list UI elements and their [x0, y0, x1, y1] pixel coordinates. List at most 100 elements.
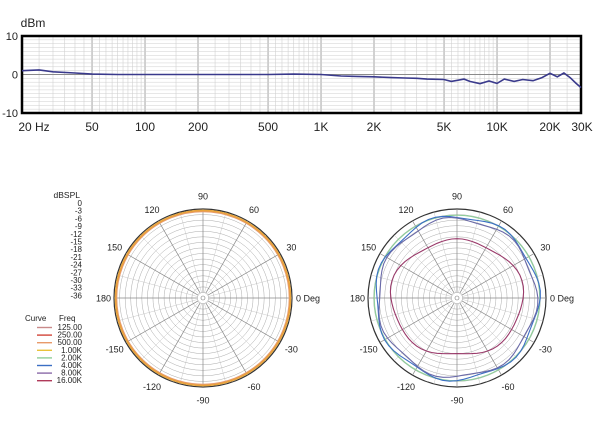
legend-label: 16.00K	[57, 376, 83, 385]
y-tick-label: -10	[2, 108, 18, 120]
r-tick-label: -24	[70, 261, 82, 270]
polar-spoke	[462, 274, 544, 297]
polar-series	[375, 215, 541, 382]
polar-spoke	[205, 302, 248, 376]
polar-spoke	[459, 302, 502, 376]
series-line	[21, 69, 582, 89]
polar-spoke	[116, 299, 198, 322]
polar-spoke	[116, 274, 198, 297]
r-tick-label: 0	[78, 199, 83, 208]
polar-series	[389, 238, 525, 355]
r-tick-label: -6	[75, 214, 83, 223]
x-tick-label: 5K	[437, 120, 452, 134]
angle-label: 150	[361, 243, 376, 253]
r-tick-label: -9	[75, 222, 83, 231]
r-axis-label: dBSPL	[54, 190, 81, 200]
r-tick-label: -36	[70, 291, 82, 300]
polar-center	[200, 295, 206, 301]
r-tick-label: -3	[75, 207, 83, 216]
polar-spoke	[204, 211, 227, 293]
polar-spoke	[158, 302, 201, 376]
x-tick-label: 20 Hz	[18, 120, 49, 134]
legend-header: Freq	[59, 314, 75, 323]
r-tick-label: -12	[70, 230, 82, 239]
polar-spoke	[204, 303, 227, 385]
plot-frame	[20, 34, 583, 115]
legend-label: 125.00	[58, 323, 83, 332]
polar-spoke	[125, 253, 199, 296]
angle-label: 150	[107, 243, 122, 253]
polar-spoke	[460, 301, 521, 362]
polar-spoke	[412, 220, 455, 294]
angle-label: 120	[398, 205, 413, 215]
polar-spoke	[139, 234, 200, 295]
polar-spoke	[461, 253, 535, 296]
polar-spoke	[206, 234, 267, 295]
polar-center	[454, 295, 460, 301]
polar-spoke	[158, 220, 201, 294]
angle-label: -60	[501, 382, 514, 392]
angle-label: -150	[106, 345, 124, 355]
y-tick-label: 10	[6, 31, 18, 43]
angle-label: 90	[452, 192, 462, 202]
legend-label: 250.00	[58, 331, 83, 340]
polar-spoke	[459, 220, 502, 294]
angle-label: -30	[285, 345, 298, 355]
legend-label: 1.00K	[61, 346, 83, 355]
legend-label: 500.00	[58, 338, 83, 347]
polar-spoke	[370, 299, 452, 322]
polar-spoke	[393, 234, 454, 295]
angle-label: 0 Deg	[296, 294, 320, 304]
polar-chart-right: 90 60 30 0 Deg -30 -60 -90 -120 -150 180 150 120	[350, 192, 574, 406]
polar-spoke	[179, 211, 202, 293]
polar-spoke	[139, 301, 200, 362]
angle-label: -60	[247, 382, 260, 392]
x-tick-label: 1K	[314, 120, 329, 134]
polar-spoke	[461, 300, 535, 343]
polar-spoke	[208, 299, 290, 322]
x-tick-label: 200	[188, 120, 208, 134]
polar-spoke	[207, 300, 281, 343]
polar-spoke	[206, 301, 267, 362]
legend-label: 4.00K	[61, 361, 83, 370]
x-tick-label: 500	[258, 120, 278, 134]
legend-label: 2.00K	[61, 353, 83, 362]
r-tick-label: -18	[70, 245, 82, 254]
polar-series	[115, 210, 291, 386]
polar-ring	[451, 292, 463, 304]
angle-label: -150	[360, 345, 378, 355]
angle-label: 60	[503, 205, 513, 215]
angle-label: 30	[540, 243, 550, 253]
polar-series	[114, 209, 292, 387]
y-tick-label: 0	[12, 70, 18, 82]
polar-spoke	[125, 300, 199, 343]
polar-spoke	[379, 253, 453, 296]
legend-header: Curve	[25, 314, 47, 323]
y-axis-label: dBm	[21, 16, 46, 30]
r-tick-label: -33	[70, 284, 82, 293]
angle-label: -30	[539, 345, 552, 355]
angle-label: -120	[143, 382, 161, 392]
polar-spoke	[433, 211, 456, 293]
polar-ring	[197, 292, 209, 304]
polar-spoke	[433, 303, 456, 385]
angle-label: -90	[450, 396, 463, 406]
angle-label: 30	[286, 243, 296, 253]
r-tick-label: -15	[70, 238, 82, 247]
angle-label: 0 Deg	[550, 294, 574, 304]
polar-spoke	[458, 211, 481, 293]
x-tick-label: 100	[135, 120, 155, 134]
r-tick-label: -27	[70, 268, 82, 277]
x-tick-label: 50	[85, 120, 99, 134]
polar-spoke	[460, 234, 521, 295]
angle-label: -90	[196, 396, 209, 406]
angle-label: 180	[96, 294, 111, 304]
polar-spoke	[207, 253, 281, 296]
polar-spoke	[208, 274, 290, 297]
polar-spoke	[393, 301, 454, 362]
polar-spoke	[379, 300, 453, 343]
